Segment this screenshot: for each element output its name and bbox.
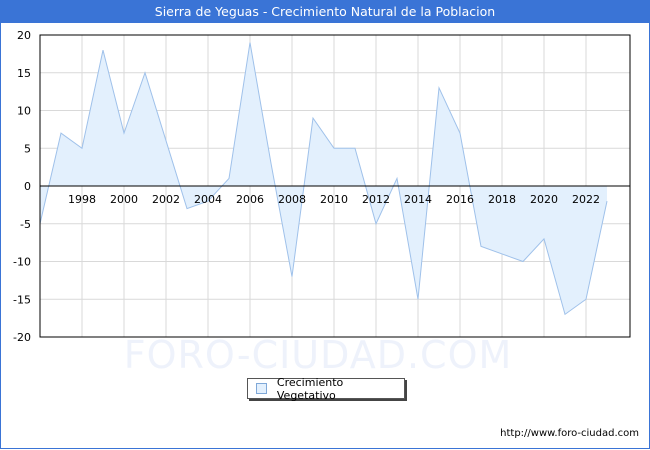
y-tick-label: 5 — [24, 142, 31, 155]
x-tick-label: 2018 — [488, 193, 516, 206]
x-tick-label: 2016 — [446, 193, 474, 206]
footer-url[interactable]: http://www.foro-ciudad.com — [500, 428, 639, 439]
y-tick-label: 10 — [17, 105, 31, 118]
y-axis-ticks: 20 15 10 5 0 -5 -10 -15 -20 — [13, 29, 31, 344]
y-tick-label: 20 — [17, 29, 31, 42]
x-tick-label: 2012 — [362, 193, 390, 206]
y-tick-label: -15 — [13, 293, 31, 306]
x-tick-label: 2008 — [278, 193, 306, 206]
x-tick-label: 1998 — [68, 193, 96, 206]
legend-swatch-icon — [256, 383, 267, 394]
x-tick-label: 2006 — [236, 193, 264, 206]
x-axis-ticks: 1998 2000 2002 2004 2006 2008 2010 2012 2014 2016… — [68, 193, 600, 206]
y-tick-label: 0 — [24, 180, 31, 193]
axes — [39, 34, 631, 338]
watermark: FORO-CIUDAD.COM — [124, 333, 513, 377]
data-area — [39, 42, 608, 316]
y-tick-label: -10 — [13, 256, 31, 269]
x-tick-label: 2000 — [110, 193, 138, 206]
y-tick-label: -20 — [13, 331, 31, 344]
legend: Crecimiento Vegetativo — [247, 375, 405, 402]
x-tick-label: 2020 — [530, 193, 558, 206]
x-tick-label: 2004 — [194, 193, 222, 206]
x-tick-label: 2002 — [152, 193, 180, 206]
legend-label: Crecimiento Vegetativo — [276, 375, 344, 402]
y-tick-label: 15 — [17, 67, 31, 80]
x-tick-label: 2022 — [572, 193, 600, 206]
chart-title: Sierra de Yeguas - Crecimiento Natural d… — [0, 0, 650, 23]
x-tick-label: 2010 — [320, 193, 348, 206]
x-tick-label: 2014 — [404, 193, 432, 206]
y-tick-label: -5 — [20, 218, 31, 231]
